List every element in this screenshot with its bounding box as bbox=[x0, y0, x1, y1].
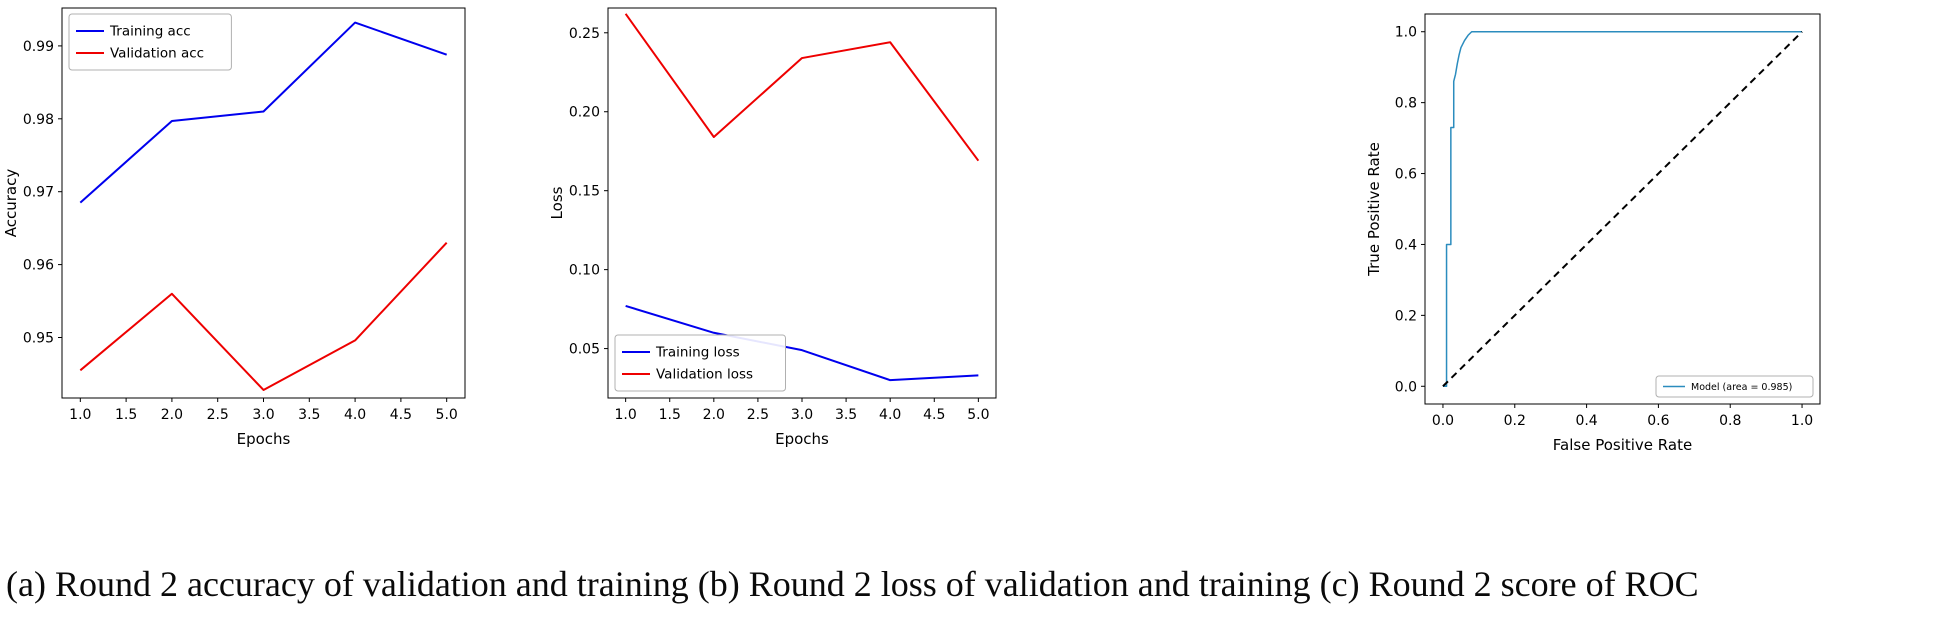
loss-chart: 1.0 1.5 2.0 2.5 3.0 3.5 4.0 4.5 5.0 0.05 0.10 0.15 0… bbox=[548, 7, 997, 448]
y-tick-label: 0.95 bbox=[23, 330, 54, 346]
x-tick-label: 0.2 bbox=[1504, 413, 1526, 429]
x-tick-label: 2.5 bbox=[207, 407, 229, 423]
x-tick-label: 0.0 bbox=[1432, 413, 1454, 429]
y-tick-label: 0.10 bbox=[569, 263, 600, 279]
y-axis-label: Accuracy bbox=[2, 169, 20, 238]
x-tick-label: 3.0 bbox=[252, 407, 274, 423]
legend-label: Validation acc bbox=[110, 46, 204, 62]
legend-box bbox=[1655, 375, 1814, 398]
x-tick-label: 5.0 bbox=[967, 407, 989, 423]
y-axis-label: True Positive Rate bbox=[1365, 142, 1383, 277]
legend: Training loss Validation loss bbox=[614, 334, 786, 392]
y-tick-label: 0.96 bbox=[23, 258, 54, 274]
y-tick-label: 0.05 bbox=[569, 342, 600, 358]
x-tick-label: 0.4 bbox=[1575, 413, 1597, 429]
y-tick-label: 0.2 bbox=[1395, 308, 1417, 324]
series-line-1 bbox=[624, 13, 980, 162]
x-tick-label: 1.0 bbox=[69, 407, 91, 423]
y-tick-label: 0.20 bbox=[569, 105, 600, 121]
legend-label: Model (area = 0.985) bbox=[1691, 382, 1792, 393]
legend: Model (area = 0.985) bbox=[1655, 375, 1814, 398]
x-tick-label: 5.0 bbox=[436, 407, 458, 423]
series-line-0 bbox=[625, 304, 979, 382]
figure-caption: (a) Round 2 accuracy of validation and t… bbox=[6, 564, 1699, 604]
y-tick-label: 0.8 bbox=[1395, 96, 1417, 112]
x-tick-label: 3.5 bbox=[298, 407, 320, 423]
x-tick-label: 2.5 bbox=[747, 407, 769, 423]
legend-label: Training acc bbox=[109, 24, 191, 40]
x-tick-label: 4.5 bbox=[923, 407, 945, 423]
y-tick-label: 0.99 bbox=[23, 39, 54, 55]
series-line-0 bbox=[1442, 30, 1803, 388]
x-tick-label: 1.0 bbox=[1791, 413, 1813, 429]
accuracy-chart: 1.0 1.5 2.0 2.5 3.0 3.5 4.0 4.5 5.0 0.95 0.96 0.97 0… bbox=[2, 7, 466, 448]
y-tick-label: 0.0 bbox=[1395, 379, 1417, 395]
plot-border bbox=[61, 7, 466, 399]
x-tick-label: 2.0 bbox=[703, 407, 725, 423]
series-line-1 bbox=[79, 242, 448, 391]
x-tick-label: 0.6 bbox=[1647, 413, 1669, 429]
legend-label: Validation loss bbox=[656, 367, 753, 383]
plot-border bbox=[607, 7, 997, 399]
y-tick-label: 0.25 bbox=[569, 26, 600, 42]
x-tick-label: 4.5 bbox=[390, 407, 412, 423]
x-tick-label: 2.0 bbox=[161, 407, 183, 423]
y-tick-label: 0.98 bbox=[23, 112, 54, 128]
y-tick-label: 0.4 bbox=[1395, 237, 1417, 253]
roc-chart: 0.0 0.2 0.4 0.6 0.8 1.0 0.0 0.2 0.4 0.6 0.8 1.0 Fals… bbox=[1365, 13, 1821, 454]
y-axis-label: Loss bbox=[548, 186, 566, 219]
x-tick-label: 3.0 bbox=[791, 407, 813, 423]
x-axis-label: Epochs bbox=[775, 430, 829, 448]
x-tick-label: 1.0 bbox=[615, 407, 637, 423]
legend: Training acc Validation acc bbox=[68, 13, 232, 71]
series-line-0 bbox=[79, 21, 448, 204]
x-tick-label: 0.8 bbox=[1719, 413, 1741, 429]
x-tick-label: 4.0 bbox=[879, 407, 901, 423]
y-tick-label: 0.97 bbox=[23, 185, 54, 201]
y-tick-label: 0.15 bbox=[569, 184, 600, 200]
x-tick-label: 4.0 bbox=[344, 407, 366, 423]
x-axis-label: Epochs bbox=[237, 430, 291, 448]
series-line-1 bbox=[1442, 31, 1803, 387]
x-axis-label: False Positive Rate bbox=[1553, 436, 1692, 454]
y-tick-label: 0.6 bbox=[1395, 167, 1417, 183]
legend-box bbox=[614, 334, 786, 392]
x-tick-label: 3.5 bbox=[835, 407, 857, 423]
x-tick-label: 1.5 bbox=[659, 407, 681, 423]
x-tick-label: 1.5 bbox=[115, 407, 137, 423]
legend-label: Training loss bbox=[655, 345, 740, 361]
y-tick-label: 1.0 bbox=[1395, 25, 1417, 41]
legend-box bbox=[68, 13, 232, 71]
